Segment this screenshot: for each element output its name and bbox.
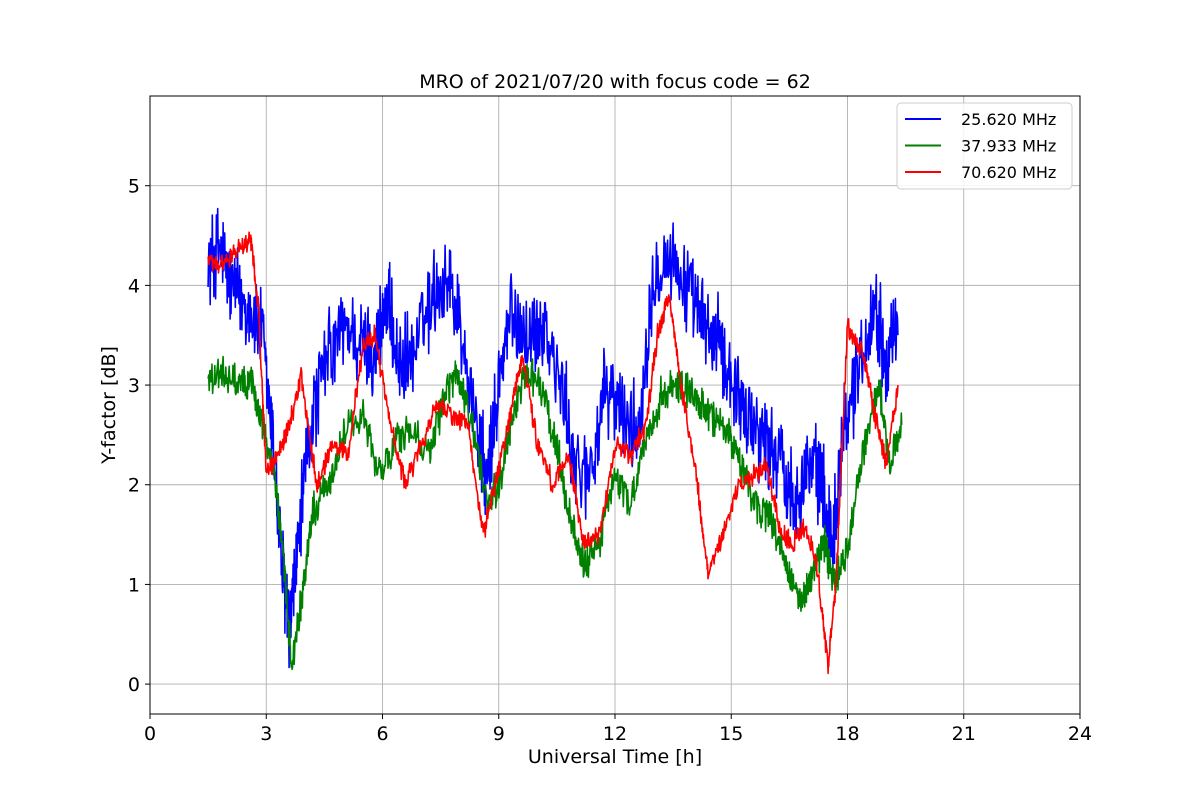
x-tick-label: 9 — [493, 723, 505, 745]
y-tick-label: 3 — [128, 375, 140, 397]
x-tick-label: 24 — [1068, 723, 1092, 745]
y-axis-label: Y-factor [dB] — [98, 346, 120, 465]
legend: 25.620 MHz 37.933 MHz 70.620 MHz — [896, 102, 1073, 190]
x-axis-label: Universal Time [h] — [528, 746, 702, 768]
y-tick-label: 5 — [128, 176, 140, 198]
x-tick-label: 12 — [603, 723, 627, 745]
series-line — [207, 207, 899, 669]
legend-label: 70.620 MHz — [961, 163, 1056, 182]
x-tick-label: 0 — [144, 723, 156, 745]
series-layer — [207, 207, 903, 675]
y-tick-label: 4 — [128, 275, 140, 297]
x-tick-label: 6 — [376, 723, 388, 745]
legend-label: 25.620 MHz — [961, 110, 1056, 129]
x-tick-label: 21 — [952, 723, 976, 745]
x-tick-label: 18 — [835, 723, 859, 745]
x-tick-label: 3 — [260, 723, 272, 745]
x-tick-label: 15 — [719, 723, 743, 745]
chart-title: MRO of 2021/07/20 with focus code = 62 — [419, 71, 811, 93]
grid-lines — [149, 96, 1081, 714]
series-line — [207, 355, 903, 671]
legend-label: 37.933 MHz — [961, 137, 1056, 156]
y-tick-label: 0 — [128, 674, 140, 696]
series-line — [207, 231, 899, 675]
y-tick-label: 1 — [128, 574, 140, 596]
legend-box — [896, 102, 1073, 190]
y-tick-label: 2 — [128, 475, 140, 497]
